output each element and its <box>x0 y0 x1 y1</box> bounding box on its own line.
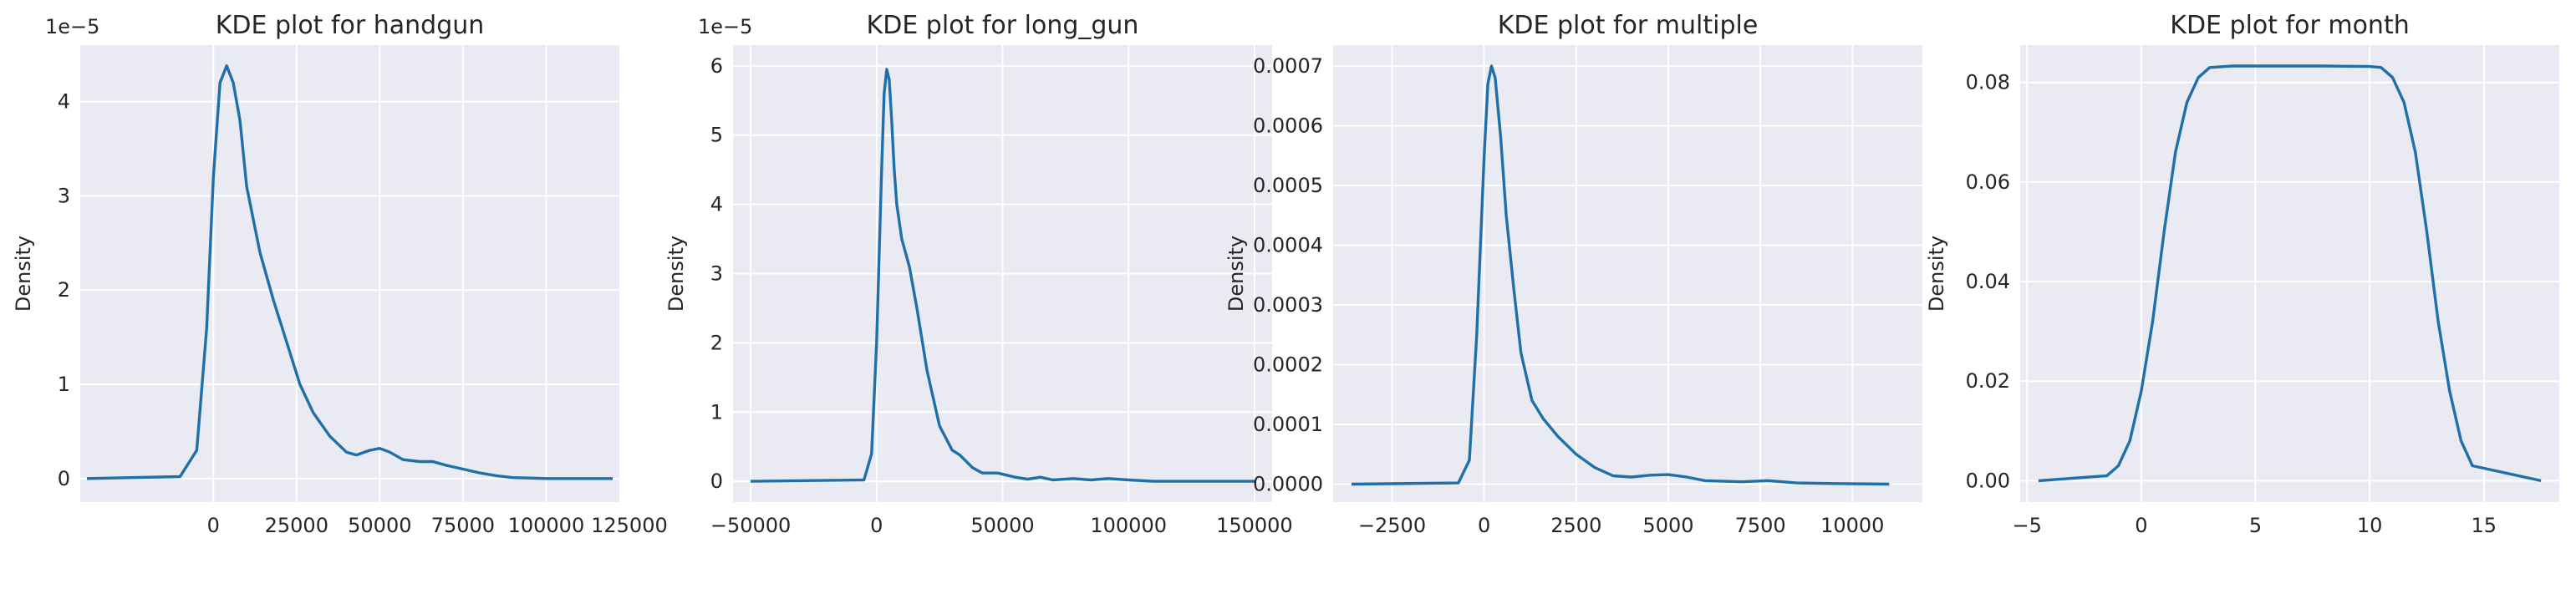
density-line <box>751 68 1255 483</box>
x-tick-label: 10000 <box>1820 514 1884 537</box>
x-tick-label: 25000 <box>265 514 328 537</box>
chart-title: KDE plot for long_gun <box>867 11 1139 40</box>
plot-area <box>80 45 619 502</box>
y-tick-label: 4 <box>710 193 723 216</box>
x-tick-label: 2500 <box>1550 514 1601 537</box>
y-offset-label: 1e−5 <box>45 15 99 38</box>
x-tick-label: 75000 <box>431 514 495 537</box>
y-tick-label: 0.0005 <box>1253 174 1323 197</box>
y-axis-label: Density <box>664 236 688 312</box>
y-tick-label: 0.0004 <box>1253 234 1323 257</box>
y-tick-label: 2 <box>58 278 70 302</box>
x-tick-label: 0 <box>2135 514 2147 537</box>
y-tick-label: 3 <box>710 262 723 286</box>
y-tick-label: 6 <box>710 54 723 78</box>
y-tick-label: 0.0002 <box>1253 353 1323 377</box>
y-tick-label: 0.0001 <box>1253 413 1323 436</box>
kde-chart-3: −5 0 5 10 15 0.00 0.02 0.04 0.06 0.08 KDE plot for… <box>1925 11 2559 537</box>
density-line <box>2038 64 2542 483</box>
y-tick-label: 0.0007 <box>1253 54 1323 78</box>
y-tick-label: 0.0000 <box>1253 473 1323 496</box>
chart-title: KDE plot for handgun <box>216 11 485 40</box>
density-line <box>1351 64 1890 486</box>
x-tick-label: 0 <box>207 514 220 537</box>
kde-chart-2: −2500 0 2500 5000 7500 10000 0.0000 0.0001 0.000… <box>1224 11 1922 537</box>
kde-chart-0: 0 25000 50000 75000 100000 125000 0 1 2 3 4 KDE plo… <box>12 11 668 537</box>
plot-area <box>2020 45 2559 502</box>
y-tick-label: 0.06 <box>1966 170 2010 194</box>
y-tick-label: 0.08 <box>1966 71 2010 94</box>
x-tick-label: 50000 <box>970 514 1034 537</box>
y-tick-label: 0.00 <box>1966 469 2010 492</box>
y-offset-label: 1e−5 <box>698 15 752 38</box>
y-axis-label: Density <box>1925 236 1948 312</box>
x-tick-label: 7500 <box>1735 514 1786 537</box>
y-tick-label: 0.02 <box>1966 369 2010 393</box>
y-tick-label: 1 <box>58 373 70 396</box>
x-tick-label: −50000 <box>710 514 791 537</box>
y-tick-label: 0.0003 <box>1253 293 1323 317</box>
x-tick-label: 125000 <box>591 514 668 537</box>
kde-chart-1: −50000 0 50000 100000 150000 0 1 2 3 4 5 6 KDE plot … <box>664 11 1293 537</box>
y-tick-label: 2 <box>710 331 723 354</box>
y-tick-label: 0 <box>710 470 723 493</box>
y-tick-label: 5 <box>710 124 723 147</box>
y-tick-label: 3 <box>58 184 70 207</box>
chart-title: KDE plot for month <box>2170 11 2409 40</box>
plot-area <box>1333 45 1922 502</box>
x-tick-label: 100000 <box>508 514 585 537</box>
y-axis-label: Density <box>1224 236 1248 312</box>
x-tick-label: 0 <box>870 514 883 537</box>
x-tick-label: 5 <box>2249 514 2262 537</box>
x-tick-label: 10 <box>2357 514 2383 537</box>
x-tick-label: 150000 <box>1216 514 1293 537</box>
x-tick-label: 50000 <box>348 514 411 537</box>
x-tick-label: 0 <box>1478 514 1490 537</box>
x-tick-label: 15 <box>2472 514 2497 537</box>
y-tick-label: 0.04 <box>1966 270 2010 293</box>
x-tick-label: 100000 <box>1090 514 1167 537</box>
x-tick-label: −2500 <box>1358 514 1426 537</box>
x-tick-label: 5000 <box>1642 514 1693 537</box>
y-tick-label: 4 <box>58 90 70 114</box>
chart-title: KDE plot for multiple <box>1498 11 1759 40</box>
y-axis-label: Density <box>12 236 35 312</box>
y-tick-label: 0.0006 <box>1253 114 1323 138</box>
y-tick-label: 0 <box>58 467 70 490</box>
x-tick-label: −5 <box>2013 514 2042 537</box>
density-line <box>86 64 613 480</box>
y-tick-label: 1 <box>710 400 723 424</box>
